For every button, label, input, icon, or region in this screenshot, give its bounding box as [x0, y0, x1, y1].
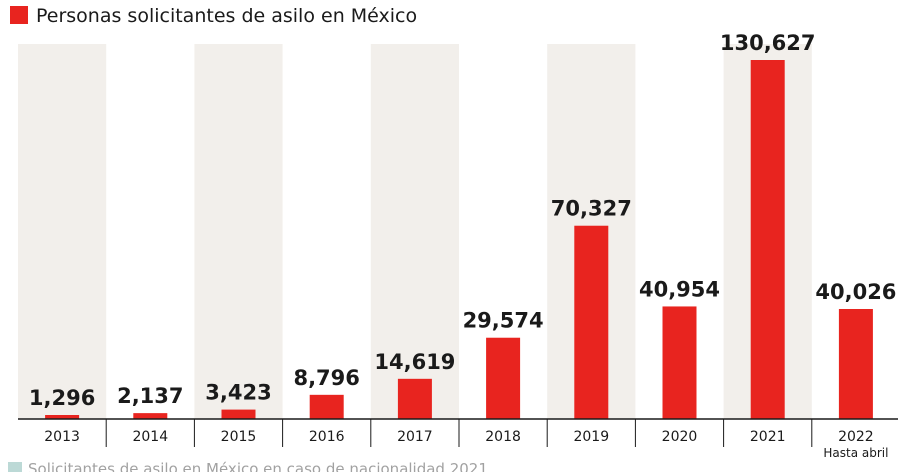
tick-label-2022: 2022: [838, 429, 874, 445]
footer-text: Solicitantes de asilo en México en caso …: [28, 460, 488, 472]
x-axis-ticks: 2013 2014 2015 2016 2017 2018 2019 2020 2021 2022…: [44, 419, 888, 460]
bar-2013: [45, 415, 80, 419]
value-label-2014: 2,137: [117, 384, 183, 408]
tick-label-2013: 2013: [44, 429, 80, 445]
band-2015: [194, 44, 283, 419]
tick-label-2021: 2021: [750, 429, 786, 445]
bar-2017: [397, 378, 432, 419]
value-label-2022: 40,026: [815, 280, 896, 304]
tick-label-2017: 2017: [397, 429, 433, 445]
tick-label-2020: 2020: [662, 429, 698, 445]
bars: [45, 60, 873, 419]
value-label-2018: 29,574: [463, 309, 544, 333]
tick-label-2018: 2018: [485, 429, 521, 445]
value-label-2015: 3,423: [205, 381, 271, 405]
footer-marker: [8, 462, 22, 472]
value-label-2017: 14,619: [374, 350, 455, 374]
bar-2014: [133, 413, 168, 419]
tick-sublabel-2022: Hasta abril: [823, 446, 888, 460]
tick-label-2014: 2014: [132, 429, 168, 445]
value-label-2016: 8,796: [293, 366, 359, 390]
band-2013: [18, 44, 107, 419]
chart-title: Personas solicitantes de asilo en México: [36, 5, 417, 27]
tick-label-2015: 2015: [221, 429, 257, 445]
legend-marker: [10, 6, 28, 24]
value-label-2020: 40,954: [639, 277, 720, 301]
tick-label-2016: 2016: [309, 429, 345, 445]
bar-2018: [486, 337, 521, 419]
bar-2022: [838, 308, 873, 419]
value-label-2021: 130,627: [720, 31, 816, 55]
band-2017: [370, 44, 459, 419]
bar-2015: [221, 409, 256, 419]
value-label-2019: 70,327: [551, 197, 632, 221]
bar-2016: [309, 394, 344, 419]
value-labels: 1,296 2,137 3,423 8,796 14,619 29,574 70,327 40…: [29, 31, 897, 410]
value-label-2013: 1,296: [29, 386, 95, 410]
bar-2020: [662, 306, 697, 419]
bar-2021: [750, 60, 785, 419]
tick-label-2019: 2019: [573, 429, 609, 445]
bar-2019: [574, 225, 609, 419]
